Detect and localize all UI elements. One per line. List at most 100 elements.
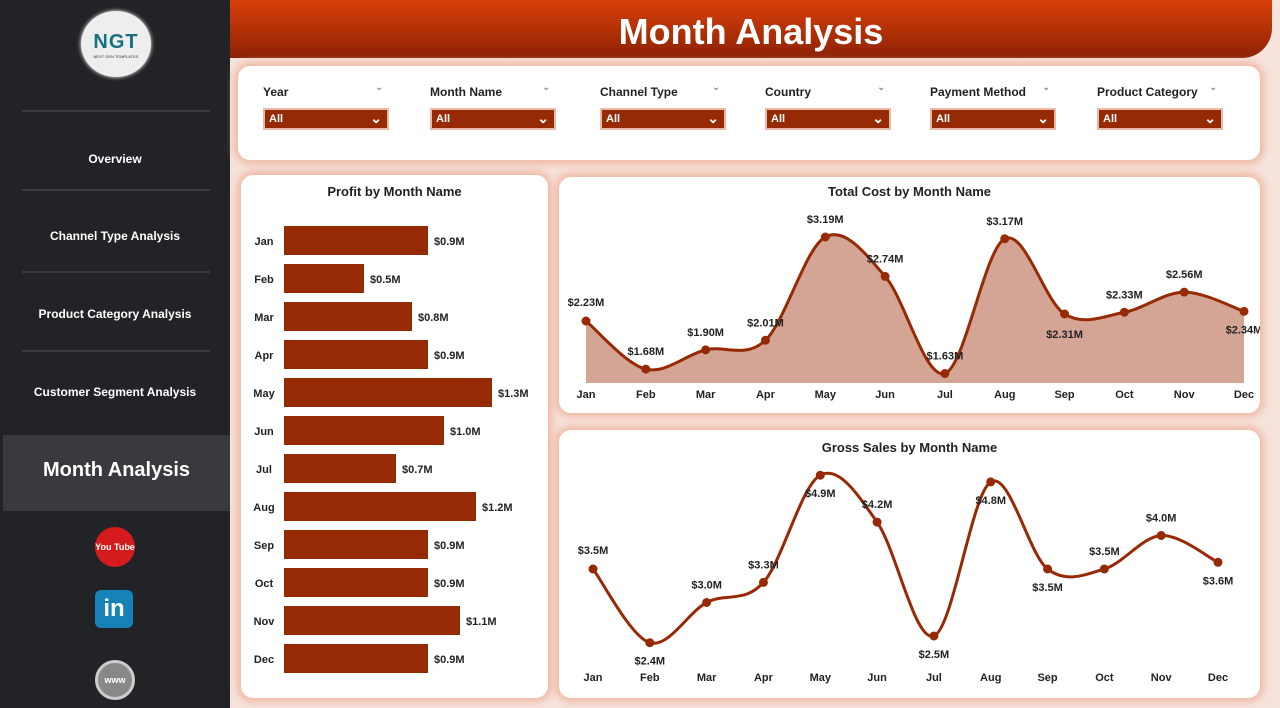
data-label: $2.34M [1226, 324, 1260, 336]
filter-value: All [436, 113, 451, 125]
bar-data-label: $0.8M [418, 312, 449, 324]
logo-text: NGT [93, 31, 139, 53]
gross-sales-chart-panel: Gross Sales by Month Name $3.5M Jan $2.4M F… [559, 430, 1260, 698]
data-label: $2.56M [1166, 269, 1203, 281]
bar-category-label: Nov [254, 616, 276, 628]
x-axis-label: Mar [697, 672, 717, 684]
x-axis-label: Dec [1234, 389, 1254, 401]
bar-category-label: Jun [254, 426, 274, 438]
filter-dropdown[interactable]: All ⌄ [765, 108, 891, 130]
chevron-down-icon[interactable]: ⌄ [712, 82, 721, 93]
x-axis-label: Aug [994, 389, 1015, 401]
data-label: $4.8M [975, 495, 1006, 507]
x-axis-label: Apr [754, 672, 774, 684]
x-axis-label: Jul [937, 389, 953, 401]
bar-category-label: Apr [255, 350, 275, 362]
bar-oct [284, 568, 428, 597]
filter-label: Product Category [1097, 85, 1198, 99]
bar-jul [284, 454, 396, 483]
x-axis-label: Oct [1095, 672, 1114, 684]
bar-category-label: Oct [255, 578, 274, 590]
chart-title: Gross Sales by Month Name [821, 440, 998, 455]
filter-dropdown[interactable]: All ⌄ [1097, 108, 1223, 130]
profit-chart-panel: Profit by Month Name Jan $0.9M Feb $0.5M Mar… [241, 175, 548, 698]
nav-product-category-analysis[interactable]: Product Category Analysis [38, 307, 192, 321]
bar-mar [284, 302, 412, 331]
bar-category-label: Sep [254, 540, 274, 552]
bar-category-label: May [253, 388, 275, 400]
logo-tagline: NEXT GEN TEMPLATES [93, 54, 139, 59]
chevron-down-icon[interactable]: ⌄ [375, 82, 384, 93]
divider [22, 350, 210, 352]
page-title: Month Analysis [230, 0, 1272, 58]
data-point-apr [760, 335, 770, 345]
chevron-down-icon[interactable]: ⌄ [542, 82, 551, 93]
data-point-sep [1043, 564, 1053, 574]
bar-category-label: Jul [256, 464, 272, 476]
filter-dropdown[interactable]: All ⌄ [430, 108, 556, 130]
youtube-icon[interactable]: You Tube [95, 527, 135, 567]
filter-dropdown[interactable]: All ⌄ [263, 108, 389, 130]
chart-title: Total Cost by Month Name [828, 184, 991, 199]
chevron-down-icon[interactable]: ⌄ [1209, 82, 1218, 93]
bar-jan [284, 226, 428, 255]
filter-label: Month Name [430, 85, 502, 99]
data-label: $1.63M [927, 351, 964, 363]
filter-value: All [1103, 113, 1118, 125]
filter-value: All [771, 113, 786, 125]
data-point-sep [1060, 309, 1070, 319]
chevron-down-icon: ⌄ [1204, 110, 1216, 126]
nav-customer-segment-analysis[interactable]: Customer Segment Analysis [33, 385, 197, 399]
data-label: $2.5M [919, 649, 950, 661]
sidebar: NGT NEXT GEN TEMPLATES Overview Channel T… [0, 0, 230, 708]
bar-data-label: $0.7M [402, 464, 433, 476]
bar-may [284, 378, 492, 407]
data-label: $4.2M [862, 499, 893, 511]
bar-category-label: Jan [255, 236, 274, 248]
globe-icon[interactable]: www [95, 660, 135, 700]
x-axis-label: Feb [636, 389, 656, 401]
data-label: $2.31M [1046, 329, 1083, 341]
data-point-apr [758, 577, 768, 587]
filter-dropdown[interactable]: All ⌄ [930, 108, 1056, 130]
data-label: $3.5M [1089, 546, 1120, 558]
nav-overview[interactable]: Overview [88, 152, 142, 166]
chevron-down-icon: ⌄ [872, 110, 884, 126]
data-point-jun [872, 517, 882, 527]
bar-jun [284, 416, 444, 445]
chevron-down-icon: ⌄ [707, 110, 719, 126]
filter-dropdown[interactable]: All ⌄ [600, 108, 726, 130]
data-label: $2.33M [1106, 289, 1143, 301]
nav-channel-type-analysis[interactable]: Channel Type Analysis [49, 229, 181, 243]
bar-feb [284, 264, 364, 293]
data-label: $2.23M [568, 297, 605, 309]
data-label: $3.0M [691, 580, 722, 592]
data-point-aug [986, 477, 996, 487]
bar-category-label: Feb [254, 274, 274, 286]
x-axis-label: Sep [1054, 389, 1074, 401]
x-axis-label: Aug [980, 672, 1001, 684]
nav-month-analysis[interactable]: Month Analysis [3, 435, 230, 511]
data-point-nov [1179, 287, 1189, 297]
series-line [591, 471, 1219, 645]
bar-data-label: $1.2M [482, 502, 513, 514]
data-point-aug [1000, 234, 1010, 244]
chevron-down-icon[interactable]: ⌄ [1042, 82, 1051, 93]
x-axis-label: Sep [1037, 672, 1057, 684]
chevron-down-icon[interactable]: ⌄ [877, 82, 886, 93]
bar-data-label: $0.5M [370, 274, 401, 286]
chevron-down-icon: ⌄ [370, 110, 382, 126]
x-axis-label: Nov [1151, 672, 1173, 684]
data-label: $2.74M [867, 253, 904, 265]
data-label: $4.0M [1146, 513, 1177, 525]
data-point-feb [645, 638, 655, 648]
data-point-dec [1213, 557, 1223, 567]
bar-category-label: Aug [253, 502, 274, 514]
data-point-nov [1156, 531, 1166, 540]
x-axis-label: Feb [640, 672, 660, 684]
filter-value: All [606, 113, 621, 125]
bar-data-label: $0.9M [434, 578, 465, 590]
data-point-oct [1119, 307, 1129, 317]
data-point-may [820, 232, 830, 242]
linkedin-icon[interactable]: in [95, 590, 133, 628]
